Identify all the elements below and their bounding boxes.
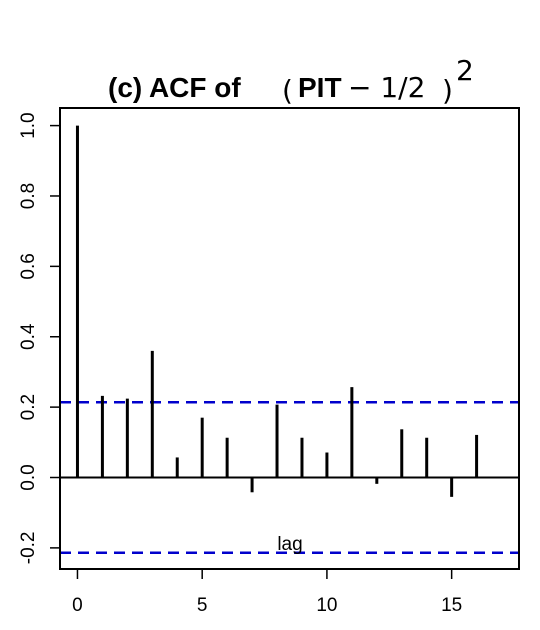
plot-area: 0 5 10 15 -0.2 0.0 0.2 0.4 0.6 0.8 1.0 xyxy=(18,107,520,616)
x-tick-label-10: 10 xyxy=(316,595,337,616)
title-rest: − 1/2 xyxy=(348,71,425,104)
y-tick-label-3: 0.4 xyxy=(18,323,39,350)
title-prefix: (c) ACF of xyxy=(108,72,241,103)
y-tick-label-5: 0.8 xyxy=(18,183,39,209)
title-pit: PIT xyxy=(298,72,342,103)
x-tick-label-15: 15 xyxy=(441,595,462,616)
x-tick-label-0: 0 xyxy=(72,595,83,616)
x-axis-label: lag xyxy=(277,534,302,555)
y-tick-label-2: 0.2 xyxy=(18,394,39,420)
title-exponent: 2 xyxy=(456,54,474,87)
title-close-paren: ) xyxy=(442,74,453,107)
y-tick-label-1: 0.0 xyxy=(18,464,39,490)
plot-frame xyxy=(59,107,520,570)
title-open-paren: ( xyxy=(282,74,293,107)
y-tick-label-6: 1.0 xyxy=(18,112,39,138)
y-tick-label-4: 0.6 xyxy=(18,253,39,279)
x-tick-label-5: 5 xyxy=(197,595,208,616)
chart-title: (c) ACF of ( PIT − 1/2 ) 2 xyxy=(108,54,474,107)
y-tick-label-0: -0.2 xyxy=(18,532,39,565)
